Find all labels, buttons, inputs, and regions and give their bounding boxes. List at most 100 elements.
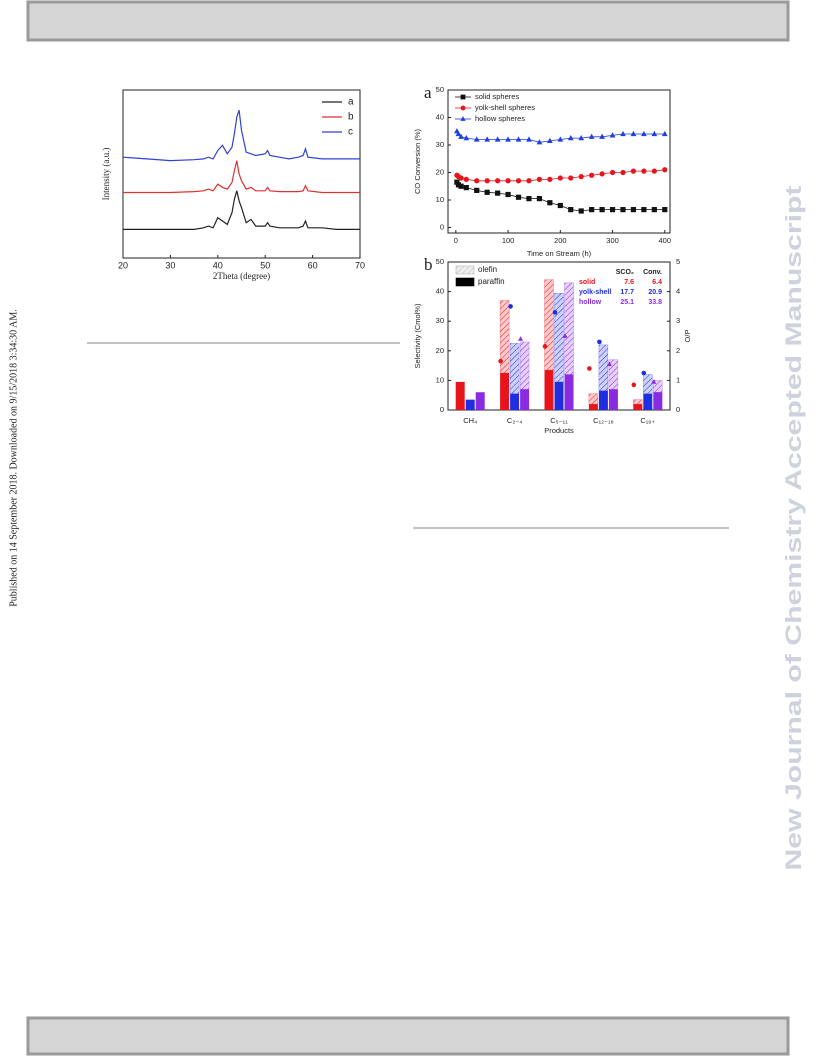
marker — [518, 336, 524, 341]
marker — [463, 135, 470, 141]
marker — [526, 136, 532, 142]
legend-swatch — [455, 265, 475, 275]
x-axis-label: 2Theta (degree) — [213, 271, 270, 281]
marker — [474, 187, 480, 193]
marker — [630, 168, 637, 174]
plot-frame — [122, 89, 361, 259]
marker — [589, 172, 595, 178]
y-tick-label: 40 — [436, 112, 444, 121]
marker — [651, 130, 658, 137]
olefin-bar — [608, 359, 619, 390]
marker — [557, 136, 564, 142]
marker — [458, 175, 464, 181]
x-axis-label: Time on Stream (h) — [527, 249, 592, 258]
header-bar — [26, 0, 790, 42]
marker — [484, 136, 491, 142]
x-tick-label: 60 — [308, 260, 318, 270]
marker — [515, 178, 522, 184]
olefin-bar — [544, 279, 554, 371]
series-line — [123, 160, 360, 194]
watermark: New Journal of Chemistry Accepted Manusc… — [781, 185, 806, 871]
marker — [505, 136, 511, 142]
marker — [609, 207, 616, 213]
marker — [546, 137, 553, 143]
marker — [498, 358, 503, 364]
x-tick-label: 50 — [260, 260, 270, 270]
marker — [494, 136, 501, 142]
paraffin-bar — [510, 393, 520, 410]
marker — [484, 178, 490, 184]
marker — [641, 207, 647, 213]
y-tick-label: 3 — [676, 316, 680, 325]
paraffin-bar — [544, 370, 554, 410]
marker — [547, 176, 553, 182]
marker — [562, 333, 568, 338]
table-row-name: hollow — [579, 299, 602, 306]
marker — [473, 136, 480, 142]
side-note: Published on 14 September 2018. Download… — [8, 309, 19, 607]
marker — [599, 171, 605, 177]
y-tick-label: 0 — [440, 222, 444, 231]
paraffin-bar — [588, 404, 598, 410]
table-cell: 6.4 — [652, 279, 662, 286]
marker — [641, 130, 647, 137]
plot-frame — [447, 89, 671, 234]
y-tick-label: 0 — [676, 405, 680, 414]
paraffin-bar — [500, 373, 510, 410]
marker — [454, 179, 460, 185]
table-header: Conv. — [643, 269, 662, 276]
marker — [578, 174, 584, 180]
marker — [474, 178, 480, 184]
marker — [651, 379, 657, 384]
legend-label: paraffin — [478, 277, 505, 286]
olefin-bar — [509, 343, 520, 394]
olefin-bar — [633, 399, 643, 405]
marker — [495, 178, 501, 184]
paraffin-bar — [554, 381, 564, 410]
olefin-bar — [499, 300, 510, 374]
olefin-bar — [564, 282, 574, 375]
table-header: SCO₂ — [616, 269, 634, 276]
table-row-name: solid — [579, 279, 595, 286]
marker — [484, 189, 490, 195]
table-cell: 7.6 — [624, 279, 634, 286]
y-tick-label: 2 — [676, 346, 680, 355]
marker — [630, 207, 637, 213]
marker — [589, 207, 595, 213]
marker — [641, 370, 647, 376]
marker — [661, 130, 668, 137]
marker — [568, 175, 574, 181]
paraffin-bar — [653, 392, 663, 410]
marker — [455, 182, 462, 188]
marker — [508, 304, 513, 309]
marker — [568, 207, 574, 213]
table-cell: 20.9 — [648, 289, 662, 296]
x-tick-label: 20 — [118, 260, 128, 270]
marker — [599, 133, 605, 139]
y-tick-label: 4 — [676, 287, 680, 296]
olefin-bar — [653, 380, 663, 393]
panel-label: b — [424, 255, 433, 274]
panel-label: a — [424, 83, 432, 102]
legend-label: solid spheres — [475, 92, 519, 101]
y-tick-label: 50 — [436, 85, 444, 94]
footer-bar — [26, 1016, 790, 1056]
y2-axis-label: O/P — [683, 330, 692, 343]
y-tick-label: 1 — [676, 375, 680, 384]
table-row-name: yolk-shell — [579, 289, 611, 296]
marker — [458, 133, 464, 139]
marker — [662, 207, 668, 213]
marker — [609, 169, 616, 176]
y-tick-label: 20 — [436, 346, 444, 355]
marker — [567, 135, 574, 141]
marker — [578, 208, 584, 214]
x-tick-label: 30 — [165, 260, 175, 270]
marker — [526, 178, 532, 184]
series-line — [122, 110, 360, 162]
y-tick-label: 50 — [436, 257, 444, 266]
legend-swatch — [455, 277, 475, 287]
paraffin-bar — [633, 404, 643, 410]
marker — [536, 176, 543, 182]
marker — [458, 183, 464, 189]
paraffin-bar — [643, 393, 653, 410]
